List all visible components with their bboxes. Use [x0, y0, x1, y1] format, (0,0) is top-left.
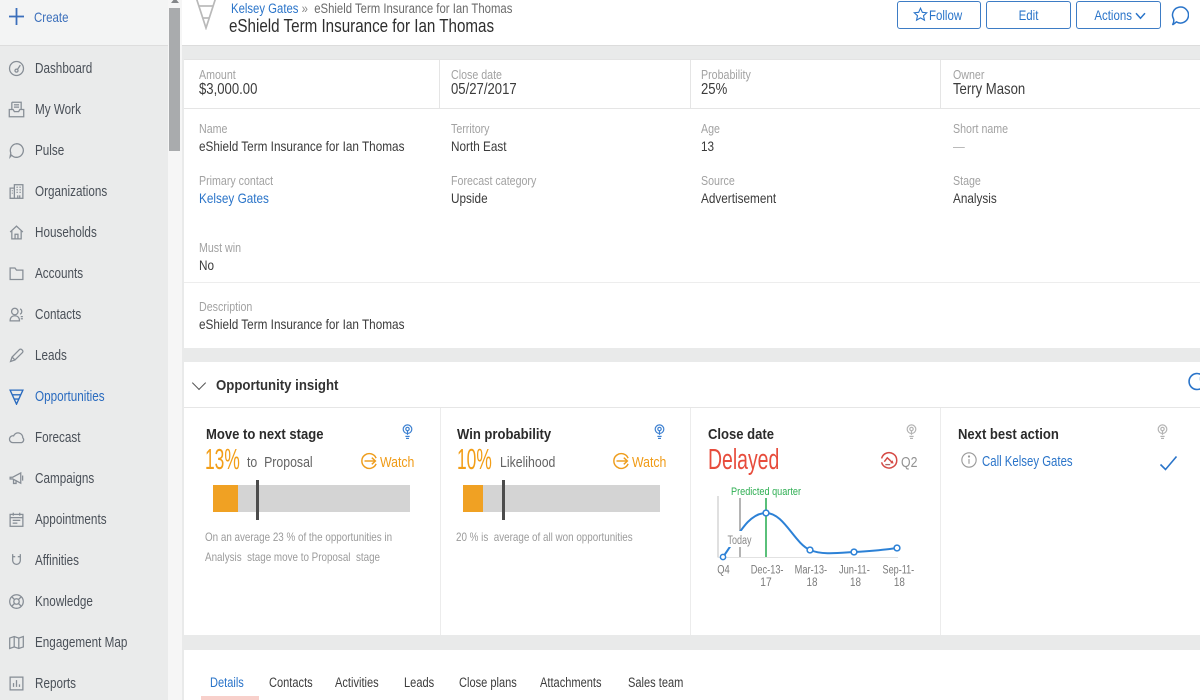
svg-text:Predicted quarter: Predicted quarter — [731, 486, 801, 498]
svg-text:Mar-13-: Mar-13- — [795, 565, 828, 577]
svg-text:18: 18 — [850, 577, 861, 589]
svg-text:Q4: Q4 — [717, 565, 730, 577]
svg-text:17: 17 — [760, 577, 771, 589]
svg-text:18: 18 — [807, 577, 818, 589]
svg-text:Sep-11-: Sep-11- — [883, 565, 915, 577]
svg-text:Dec-13-: Dec-13- — [751, 565, 784, 577]
svg-text:18: 18 — [894, 577, 905, 589]
svg-text:Today: Today — [728, 535, 752, 547]
svg-text:Jun-11-: Jun-11- — [839, 565, 870, 577]
